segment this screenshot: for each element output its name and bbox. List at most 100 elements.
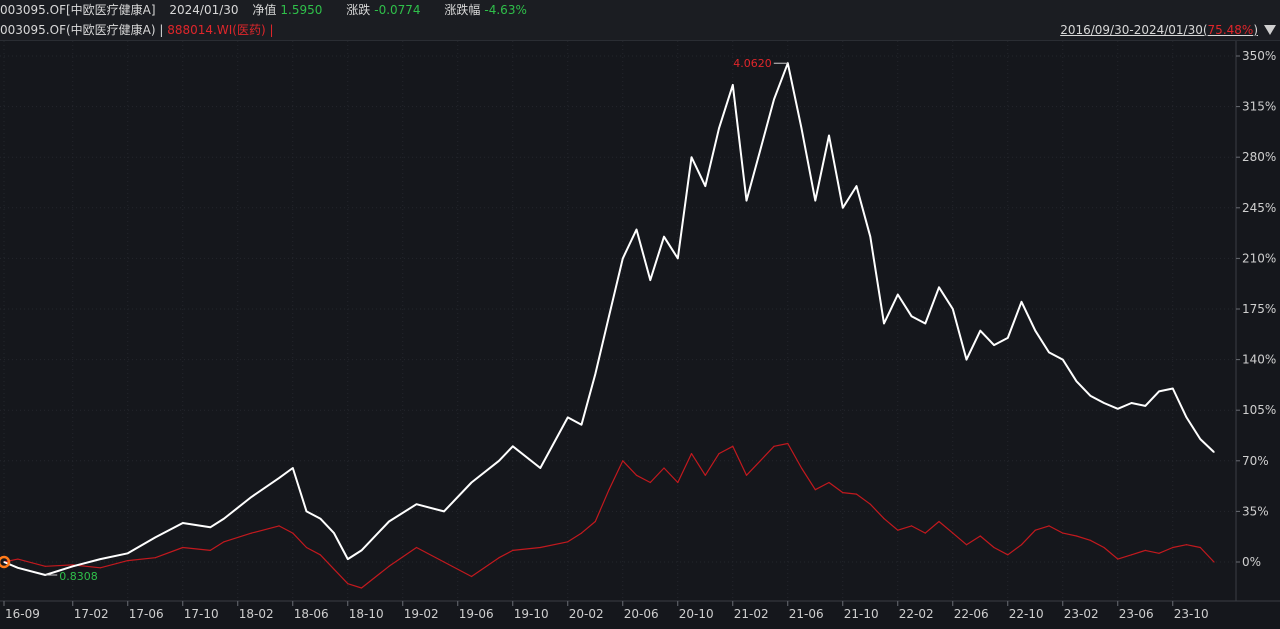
index-data-point <box>17 558 19 560</box>
index-data-point <box>1117 558 1119 560</box>
performance-chart[interactable]: 350% 315% 280% 245% 210% 175% 140% 105% 70% 35% 0%… <box>0 41 1280 629</box>
fund-data-point <box>3 561 5 563</box>
x-tick-label: 23-10 <box>1174 607 1209 621</box>
fund-data-point <box>1172 387 1174 390</box>
y-tick-label: 210% <box>1242 251 1276 265</box>
fund-data-point <box>443 510 445 512</box>
legend-index[interactable]: 888014.WI(医药) <box>167 23 266 37</box>
fund-data-point <box>718 127 720 129</box>
index-data-point <box>127 560 129 562</box>
x-tick-label: 19-06 <box>459 607 494 621</box>
index-data-point <box>319 554 321 556</box>
fund-data-point <box>924 322 926 325</box>
fund-data-point <box>1075 380 1078 382</box>
fund-data-point <box>1034 330 1036 332</box>
nav-value: 1.5950 <box>280 3 323 17</box>
index-data-point <box>1089 539 1091 541</box>
x-tick-label: 16-09 <box>5 607 40 621</box>
y-axis-ticks: 350% 315% 280% 245% 210% 175% 140% 105% 70% 35% 0% <box>1236 49 1276 569</box>
index-data-point <box>649 481 651 484</box>
index-data-point <box>814 489 816 491</box>
fund-data-point <box>1007 337 1009 339</box>
fund-data-point <box>319 518 321 520</box>
index-data-point <box>388 565 390 567</box>
index-data-point <box>1103 546 1105 549</box>
index-data-point <box>360 587 363 589</box>
x-tick-label: 19-10 <box>514 607 549 621</box>
index-data-point <box>663 467 665 469</box>
y-tick-label: 70% <box>1242 454 1269 468</box>
index-data-point <box>580 532 583 534</box>
fund-data-point <box>127 552 129 554</box>
y-tick-label: 245% <box>1242 201 1276 215</box>
index-data-point <box>1034 529 1036 531</box>
fund-data-point <box>952 308 954 310</box>
index-data-point <box>1048 525 1050 527</box>
fund-data-point <box>897 293 899 296</box>
index-data-point <box>567 541 569 543</box>
range-dates: 2016/09/30-2024/01/30( <box>1060 23 1208 37</box>
fund-data-point <box>842 207 844 209</box>
fund-data-point <box>965 359 968 361</box>
index-data-point <box>759 460 761 462</box>
fund-data-point <box>814 200 816 202</box>
fund-data-point <box>704 185 706 187</box>
index-data-point <box>897 529 899 531</box>
legend-fund[interactable]: 003095.OF(中欧医疗健康A) <box>0 23 156 37</box>
index-data-point <box>539 546 541 549</box>
fund-data-point <box>512 445 514 447</box>
fund-data-point <box>1185 416 1188 418</box>
fund-data-point <box>690 156 693 158</box>
fund-data-point <box>1089 395 1091 397</box>
fund-data-point <box>1020 301 1023 303</box>
fund-data-point <box>1117 408 1119 410</box>
index-data-point <box>443 561 445 563</box>
fund-data-point <box>1144 405 1146 407</box>
index-data-point <box>608 489 610 491</box>
fund-data-point <box>154 536 156 538</box>
fund-data-point <box>622 257 624 259</box>
index-data-point <box>869 503 871 505</box>
index-data-point <box>1144 549 1146 551</box>
x-tick-label: 17-10 <box>184 607 219 621</box>
x-axis-ticks: 16-09 17-02 17-06 17-10 18-02 18-06 18-10 19-02… <box>3 601 1209 621</box>
fund-data-point <box>869 236 871 238</box>
index-data-point <box>855 493 858 495</box>
legend-separator-2: | <box>269 23 274 37</box>
x-tick-label: 21-10 <box>844 607 879 621</box>
y-tick-label: 140% <box>1242 353 1276 367</box>
fund-data-point <box>539 467 541 469</box>
y-tick-label: 280% <box>1242 150 1276 164</box>
quote-date: 2024/01/30 <box>169 3 239 17</box>
fund-data-point <box>388 520 390 523</box>
index-data-point <box>910 525 913 527</box>
range-close: ) <box>1253 23 1258 37</box>
x-tick-label: 22-10 <box>1009 607 1044 621</box>
max-label: 4.0620 <box>733 57 772 70</box>
index-data-point <box>677 481 679 484</box>
date-range-link[interactable]: 2016/09/30-2024/01/30(75.48%) <box>1060 20 1258 40</box>
y-tick-label: 175% <box>1242 302 1276 316</box>
x-tick-label: 17-06 <box>129 607 164 621</box>
fund-data-point <box>979 330 981 332</box>
fund-data-point <box>938 286 940 288</box>
change-label: 涨跌 <box>346 3 371 17</box>
index-data-point <box>979 535 981 537</box>
index-data-point <box>250 532 253 534</box>
x-tick-label: 18-06 <box>294 607 329 621</box>
x-tick-label: 22-06 <box>954 607 989 621</box>
index-data-point <box>1172 546 1174 549</box>
fund-data-point <box>250 496 253 498</box>
fund-data-point <box>1048 351 1050 353</box>
index-data-point <box>690 453 693 455</box>
fund-data-point <box>594 373 596 375</box>
y-tick-label: 0% <box>1242 555 1261 569</box>
fund-data-point <box>1199 438 1201 440</box>
fund-data-point <box>347 558 349 560</box>
index-data-point <box>842 492 844 494</box>
range-dropdown-icon[interactable] <box>1264 25 1276 35</box>
x-tick-label: 21-06 <box>789 607 824 621</box>
fund-data-point <box>828 134 830 137</box>
index-data-point <box>415 546 418 549</box>
index-data-point <box>44 565 46 567</box>
